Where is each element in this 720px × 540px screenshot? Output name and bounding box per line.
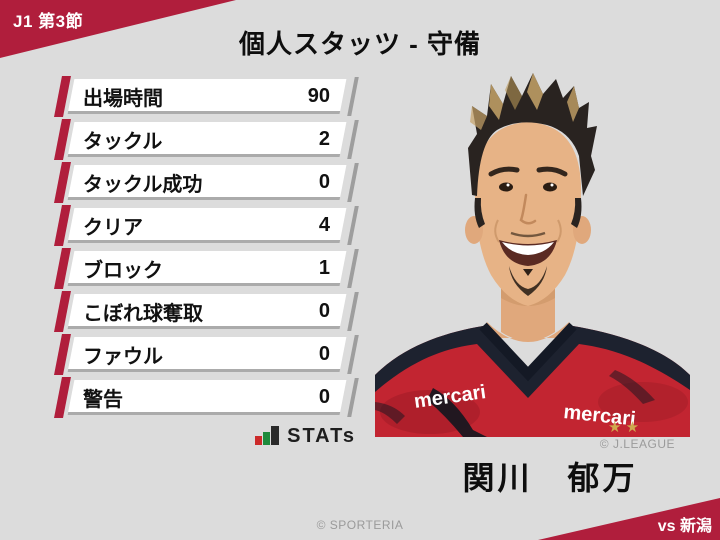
stat-label: ブロック bbox=[83, 260, 163, 282]
row-slash-mark bbox=[347, 249, 359, 288]
row-slash-mark bbox=[347, 292, 359, 331]
stat-label: クリア bbox=[83, 217, 143, 239]
stat-value: 90 bbox=[307, 85, 330, 107]
stat-row-clearances: クリア 4 bbox=[50, 205, 360, 246]
stat-value: 0 bbox=[318, 300, 330, 322]
stat-label: タックル成功 bbox=[83, 174, 203, 196]
stats-logo-text: STATs bbox=[287, 425, 356, 447]
stat-value: 0 bbox=[318, 386, 330, 408]
row-slash-mark bbox=[347, 378, 359, 417]
page-title: 個人スタッツ - 守備 bbox=[238, 29, 482, 59]
stat-row-tackles: タックル 2 bbox=[50, 119, 360, 160]
row-slash-mark bbox=[347, 163, 359, 202]
stat-value: 0 bbox=[318, 171, 330, 193]
stat-label: こぼれ球奪取 bbox=[83, 303, 203, 325]
site-credit: © SPORTERIA bbox=[316, 518, 404, 532]
stat-label: ファウル bbox=[83, 346, 163, 368]
stat-label: 出場時間 bbox=[83, 88, 163, 110]
player-name: 関川 郁万 bbox=[462, 460, 638, 496]
photo-credit: © J.LEAGUE bbox=[599, 437, 675, 451]
stat-value: 1 bbox=[318, 257, 330, 279]
round-badge-label: J1 第3節 bbox=[13, 12, 84, 31]
stat-value: 4 bbox=[318, 214, 330, 236]
player-photo: mercari mercari ★ ★ bbox=[375, 70, 690, 437]
row-slash-mark bbox=[347, 77, 359, 116]
row-slash-mark bbox=[347, 120, 359, 159]
stat-value: 2 bbox=[318, 128, 330, 150]
jersey-stars: ★ ★ bbox=[608, 419, 639, 436]
stats-list: 出場時間 90 タックル 2 タックル成功 0 bbox=[50, 76, 360, 423]
stat-label: タックル bbox=[83, 131, 163, 153]
bar-chart-icon bbox=[255, 426, 280, 445]
stat-row-blocks: ブロック 1 bbox=[50, 248, 360, 289]
row-slash-mark bbox=[347, 335, 359, 374]
row-slash-mark bbox=[347, 206, 359, 245]
stats-logo: STATs bbox=[50, 425, 356, 447]
stat-label: 警告 bbox=[83, 389, 123, 411]
stat-row-playing-time: 出場時間 90 bbox=[50, 76, 360, 117]
stat-row-yellow-cards: 警告 0 bbox=[50, 377, 360, 418]
stat-value: 0 bbox=[318, 343, 330, 365]
stat-row-loose-ball-recoveries: こぼれ球奪取 0 bbox=[50, 291, 360, 332]
stat-row-tackles-won: タックル成功 0 bbox=[50, 162, 360, 203]
opponent-badge-label: vs 新潟 bbox=[657, 518, 712, 535]
stat-row-fouls: ファウル 0 bbox=[50, 334, 360, 375]
